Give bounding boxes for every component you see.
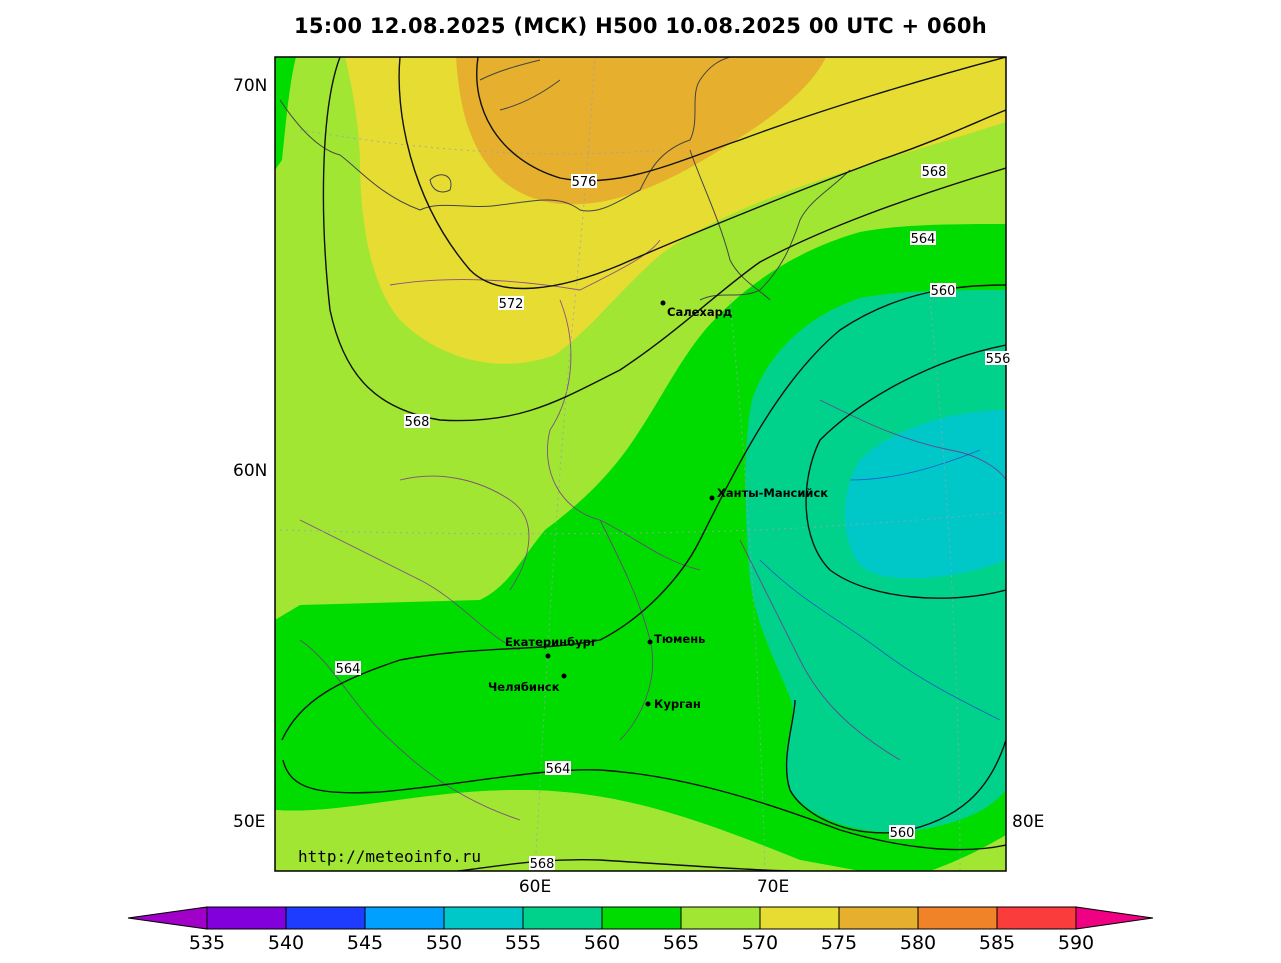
svg-text:568: 568 [922,165,947,180]
svg-text:Ханты-Мансийск: Ханты-Мансийск [717,486,828,500]
city-kurgan: Курган [645,697,701,711]
svg-text:568: 568 [405,415,430,430]
colorbar-tick-label: 590 [1058,932,1094,954]
graticule [279,57,1006,871]
svg-text:Тюмень: Тюмень [654,632,705,646]
svg-text:560: 560 [931,284,956,299]
lat-label-60n: 60N [233,461,267,481]
contour-label: 560 [930,283,956,299]
lon-label-60e: 60E [519,877,551,897]
lat-label-50e: 50E [233,812,265,832]
field-575-580 [456,57,826,205]
svg-text:Курган: Курган [654,697,701,711]
contour-labels: 576 568 564 560 556 572 568 564 564 560 … [335,164,1011,872]
colorbar-tick-label: 555 [505,932,541,954]
field-550-555 [845,410,1006,579]
colorbar-bin [838,906,919,930]
map-title: 15:00 12.08.2025 (МСК) H500 10.08.2025 0… [293,14,988,38]
contour-label: 564 [335,661,361,677]
colorbar-bin [364,906,445,930]
colorbar-tick-label: 575 [821,932,857,954]
colorbar-tick-label: 580 [900,932,936,954]
city-yekaterinburg: Екатеринбург [505,635,597,659]
colorbar-tick-label: 570 [742,932,778,954]
colorbar-tick-label: 565 [663,932,699,954]
contour-label: 572 [498,296,524,312]
colorbar-bin [206,906,287,930]
city-tyumen: Тюмень [647,632,705,646]
colorbar-bin [522,906,603,930]
contour-label: 568 [404,414,430,430]
svg-text:564: 564 [546,762,571,777]
svg-text:564: 564 [336,662,361,677]
svg-text:564: 564 [911,232,936,247]
colorbar-bin [680,906,761,930]
contour-label: 576 [571,174,597,190]
lon-label-80e: 80E [1012,812,1044,832]
colorbar-bin [443,906,524,930]
svg-text:Екатеринбург: Екатеринбург [505,635,597,649]
svg-text:576: 576 [572,175,597,190]
field-565-570-se [930,835,1006,871]
colorbar: 535 540 545 550 555 560 565 570 575 580 585 590 [127,906,1154,954]
lat-label-70n: 70N [233,76,267,96]
colorbar-bin [917,906,998,930]
rivers [759,449,1001,721]
coastlines [279,57,851,301]
svg-text:556: 556 [986,352,1011,367]
svg-text:Салехард: Салехард [667,305,732,319]
contour-label: 564 [545,761,571,777]
field-565-570-south [275,790,860,871]
colorbar-tick-label: 560 [584,932,620,954]
colorbar-tick-label: 550 [426,932,462,954]
svg-text:560: 560 [890,826,915,841]
colorbar-under-arrow [127,906,208,930]
contours [281,57,1006,871]
colorbar-bin [759,906,840,930]
svg-text:568: 568 [530,857,555,872]
lon-label-70e: 70E [757,877,789,897]
contour-label: 560 [889,825,915,841]
city-chelyabinsk: Челябинск [488,673,567,694]
city-khanty-mansiysk: Ханты-Мансийск [709,486,828,501]
colorbar-tick-label: 535 [189,932,225,954]
colorbar-bin [601,906,682,930]
contour-label: 568 [921,164,947,180]
contour-label: 564 [910,231,936,247]
contour-label: 556 [985,351,1011,367]
map-fields [275,57,1006,871]
field-560-565-nw [275,57,296,170]
colorbar-bin [285,906,366,930]
cities: Салехард Ханты-Мансийск Екатеринбург Тюм… [488,300,828,711]
svg-text:Челябинск: Челябинск [488,680,560,694]
colorbar-tick-label: 540 [268,932,304,954]
city-salekhard: Салехард [660,300,732,319]
colorbar-tick-label: 585 [979,932,1015,954]
svg-text:572: 572 [499,297,524,312]
colorbar-bin [996,906,1077,930]
map-frame [274,56,1007,872]
watermark: http://meteoinfo.ru [298,847,481,866]
contour-label: 568 [529,856,555,872]
colorbar-over-arrow [1075,906,1154,930]
colorbar-tick-label: 545 [347,932,383,954]
